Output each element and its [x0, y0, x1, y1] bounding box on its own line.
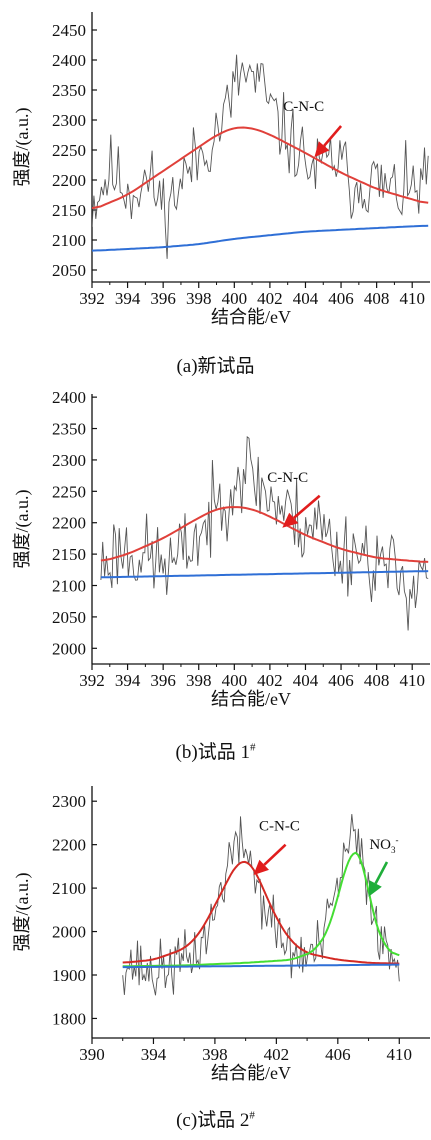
chart-panel-a: 2050 2100 2150 2200 2250 2300 2350 2400 2450 392 3…: [0, 0, 431, 400]
x-tick-label-c: 402: [264, 1045, 290, 1064]
cnc-fit-line-b: [100, 506, 429, 563]
y-tick-label-a: 2450: [52, 21, 86, 40]
x-tick-label-a: 406: [328, 289, 354, 308]
y-tick-label-a: 2400: [52, 51, 86, 70]
annotation-arrowhead-b: [282, 512, 299, 528]
y-tick-label-a: 2350: [52, 81, 86, 100]
x-tick-label-c: 390: [79, 1045, 105, 1064]
x-tick-label-a: 392: [79, 289, 105, 308]
x-tick-label-b: 402: [257, 671, 283, 690]
x-axis-label-c: 结合能/eV: [211, 1063, 291, 1083]
y-tick-label-a: 2050: [52, 261, 86, 280]
x-tick-label-c: 406: [325, 1045, 351, 1064]
y-tick-label-b: 2150: [52, 545, 86, 564]
y-tick-label-c: 2300: [52, 792, 86, 811]
annotation-label-c: NO3-: [369, 835, 398, 855]
x-tick-label-a: 404: [293, 289, 319, 308]
caption-c-text: (c)试品 2: [176, 1110, 250, 1131]
y-axis-label-c: 强度/(a.u.): [12, 873, 33, 952]
caption-b-text: (b)试品 1: [175, 742, 250, 763]
annotation-arrow-a: [323, 125, 343, 147]
cnc-fit-line-c: [122, 860, 400, 965]
y-tick-label-a: 2250: [52, 141, 86, 160]
x-tick-label-b: 410: [399, 671, 425, 690]
baseline-line-b: [100, 570, 429, 579]
annotation-label-c: C-N-C: [259, 818, 300, 834]
x-tick-label-a: 402: [257, 289, 283, 308]
raw-spectrum-line-a: [92, 54, 429, 259]
chart-b-caption: (b)试品 1#: [0, 737, 431, 764]
annotation-arrow-c: [374, 861, 389, 885]
x-tick-label-a: 394: [115, 289, 141, 308]
annotation-label-b: C-N-C: [267, 470, 308, 486]
chart-panel-b: 2000 2050 2100 2150 2200 2250 2300 2350 2400 392 3…: [0, 382, 431, 782]
x-tick-label-b: 396: [150, 671, 176, 690]
y-tick-label-a: 2300: [52, 111, 86, 130]
y-tick-label-a: 2100: [52, 231, 86, 250]
y-tick-label-c: 1800: [52, 1009, 86, 1028]
cnc-fit-line-a: [92, 126, 429, 210]
y-tick-label-b: 2350: [52, 420, 86, 439]
chart-c-caption: (c)试品 2#: [0, 1105, 431, 1132]
y-tick-label-c: 2200: [52, 836, 86, 855]
x-tick-label-a: 400: [222, 289, 248, 308]
y-tick-label-c: 1900: [52, 966, 86, 985]
caption-b-sup: #: [249, 741, 256, 754]
x-axis-label-b: 结合能/eV: [211, 689, 291, 709]
x-tick-label-a: 408: [364, 289, 390, 308]
x-tick-label-b: 406: [328, 671, 354, 690]
y-tick-label-b: 2050: [52, 608, 86, 627]
y-tick-label-b: 2300: [52, 451, 86, 470]
y-tick-label-b: 2250: [52, 482, 86, 501]
x-tick-label-a: 398: [186, 289, 212, 308]
x-tick-label-b: 394: [115, 671, 141, 690]
caption-c-sup: #: [249, 1109, 255, 1122]
annotation-label-a: C-N-C: [283, 99, 324, 115]
x-tick-label-a: 410: [399, 289, 425, 308]
raw-spectrum-line-b: [100, 436, 429, 631]
y-tick-label-a: 2150: [52, 201, 86, 220]
x-tick-label-b: 392: [79, 671, 105, 690]
chart-b-svg: 2000 2050 2100 2150 2200 2250 2300 2350 2400 392 3…: [12, 388, 430, 709]
chart-panel-c: 1800 1900 2000 2100 2200 2300 390 394 398 402 406 4…: [0, 768, 431, 1140]
y-axis-label-b: 强度/(a.u.): [12, 490, 33, 569]
x-tick-label-c: 394: [141, 1045, 167, 1064]
x-tick-label-b: 398: [186, 671, 212, 690]
chart-a-svg: 2050 2100 2150 2200 2250 2300 2350 2400 2450 392 3…: [12, 12, 430, 327]
x-tick-label-b: 408: [364, 671, 390, 690]
raw-spectrum-line-c: [122, 814, 400, 996]
baseline-line-c: [122, 963, 400, 969]
y-tick-label-c: 2000: [52, 923, 86, 942]
y-tick-label-a: 2200: [52, 171, 86, 190]
chart-c-svg: 1800 1900 2000 2100 2200 2300 390 394 398 402 406 4…: [12, 786, 430, 1083]
y-tick-label-c: 2100: [52, 879, 86, 898]
annotation-arrowhead-c: [368, 880, 382, 897]
chart-a-caption: (a)新试品: [0, 351, 431, 378]
annotation-arrow-b: [292, 494, 321, 519]
x-tick-label-a: 396: [150, 289, 176, 308]
x-tick-label-c: 410: [387, 1045, 413, 1064]
caption-a-text: (a)新试品: [176, 356, 255, 377]
y-axis-label-a: 强度/(a.u.): [12, 108, 33, 187]
baseline-line-a: [92, 224, 429, 252]
plot-area-a: [92, 54, 429, 259]
y-tick-label-b: 2200: [52, 514, 86, 533]
annotation-arrowhead-a: [314, 141, 330, 158]
y-tick-label-b: 2100: [52, 577, 86, 596]
plot-area-c: [122, 814, 400, 996]
x-tick-label-b: 400: [222, 671, 248, 690]
x-tick-label-b: 404: [293, 671, 319, 690]
plot-area-b: [100, 436, 429, 631]
annotation-arrow-c: [263, 843, 287, 866]
y-tick-label-b: 2400: [52, 388, 86, 407]
x-tick-label-c: 398: [202, 1045, 228, 1064]
annotation-arrowhead-c: [253, 859, 269, 876]
x-axis-label-a: 结合能/eV: [211, 307, 291, 327]
y-tick-label-b: 2000: [52, 639, 86, 658]
